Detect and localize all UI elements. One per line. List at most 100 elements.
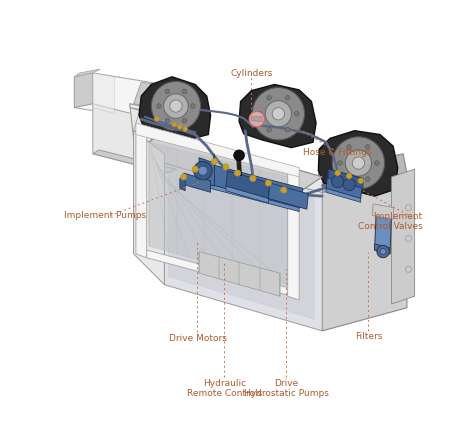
Text: Hydraulic
Remote Controls: Hydraulic Remote Controls	[187, 379, 262, 398]
Polygon shape	[93, 150, 176, 173]
Circle shape	[332, 137, 384, 189]
Circle shape	[331, 176, 344, 188]
Polygon shape	[183, 173, 210, 192]
Circle shape	[155, 117, 159, 121]
Circle shape	[194, 161, 212, 180]
Circle shape	[346, 150, 372, 176]
Circle shape	[374, 161, 379, 165]
Circle shape	[335, 170, 340, 176]
Polygon shape	[326, 188, 361, 202]
Text: Filters: Filters	[355, 333, 382, 341]
Circle shape	[223, 164, 229, 170]
Circle shape	[182, 89, 187, 93]
Polygon shape	[136, 123, 299, 177]
Circle shape	[165, 119, 170, 123]
Polygon shape	[237, 157, 241, 176]
Polygon shape	[210, 165, 303, 208]
Circle shape	[405, 266, 411, 273]
Polygon shape	[199, 251, 280, 296]
Circle shape	[265, 180, 272, 186]
Polygon shape	[392, 169, 415, 304]
Circle shape	[157, 104, 161, 108]
Circle shape	[365, 145, 370, 149]
Circle shape	[211, 158, 218, 164]
Text: Implement
Control Valves: Implement Control Valves	[357, 212, 422, 231]
Polygon shape	[226, 186, 268, 203]
Polygon shape	[319, 131, 398, 196]
Circle shape	[170, 100, 182, 112]
Circle shape	[267, 127, 272, 132]
Polygon shape	[268, 183, 309, 209]
Polygon shape	[93, 104, 168, 173]
Circle shape	[377, 246, 389, 258]
Circle shape	[234, 150, 245, 161]
Circle shape	[249, 112, 264, 127]
Polygon shape	[199, 157, 214, 186]
Circle shape	[285, 95, 290, 100]
Polygon shape	[93, 73, 114, 114]
Circle shape	[177, 124, 182, 129]
Polygon shape	[139, 77, 210, 140]
Circle shape	[151, 82, 201, 131]
Circle shape	[252, 88, 304, 140]
Circle shape	[198, 166, 208, 176]
Circle shape	[358, 178, 364, 183]
Circle shape	[250, 176, 256, 182]
Polygon shape	[168, 157, 315, 319]
Polygon shape	[210, 154, 214, 185]
Circle shape	[405, 205, 411, 211]
Circle shape	[294, 112, 299, 116]
Polygon shape	[130, 104, 151, 142]
Polygon shape	[326, 169, 363, 198]
Polygon shape	[130, 108, 174, 119]
Polygon shape	[374, 244, 390, 254]
Circle shape	[182, 119, 187, 123]
Polygon shape	[251, 117, 262, 121]
Polygon shape	[164, 131, 322, 192]
Circle shape	[164, 94, 188, 118]
Circle shape	[192, 166, 198, 172]
Circle shape	[183, 127, 188, 131]
Circle shape	[365, 177, 370, 181]
Circle shape	[191, 104, 195, 108]
Circle shape	[380, 248, 386, 254]
Polygon shape	[74, 69, 100, 77]
Polygon shape	[149, 142, 288, 285]
Circle shape	[281, 187, 287, 193]
Circle shape	[172, 122, 177, 127]
Polygon shape	[374, 212, 392, 254]
Polygon shape	[134, 131, 322, 200]
Circle shape	[285, 127, 290, 132]
Polygon shape	[328, 169, 363, 188]
Circle shape	[235, 170, 241, 176]
Polygon shape	[134, 82, 157, 106]
Circle shape	[265, 101, 292, 127]
Polygon shape	[239, 85, 316, 148]
Polygon shape	[74, 73, 188, 123]
Polygon shape	[134, 88, 164, 132]
Polygon shape	[319, 154, 407, 192]
Circle shape	[272, 108, 284, 120]
Text: Hose & Fittings: Hose & Fittings	[303, 148, 372, 157]
Circle shape	[267, 95, 272, 100]
Polygon shape	[210, 185, 299, 212]
Circle shape	[165, 89, 170, 93]
Polygon shape	[146, 250, 292, 296]
Text: Cylinders: Cylinders	[230, 69, 273, 78]
Circle shape	[347, 177, 352, 181]
Polygon shape	[288, 173, 299, 300]
Polygon shape	[74, 73, 93, 108]
Circle shape	[257, 112, 262, 116]
Circle shape	[352, 157, 365, 169]
Circle shape	[405, 235, 411, 242]
Polygon shape	[322, 173, 407, 331]
Circle shape	[347, 145, 352, 149]
Polygon shape	[226, 171, 270, 198]
Circle shape	[346, 173, 352, 179]
Text: Implement Pumps: Implement Pumps	[64, 211, 146, 220]
Polygon shape	[136, 131, 146, 258]
Text: Drive
Hydrostatic Pumps: Drive Hydrostatic Pumps	[244, 379, 328, 398]
Polygon shape	[372, 204, 394, 219]
Polygon shape	[164, 154, 322, 331]
Polygon shape	[134, 131, 164, 285]
